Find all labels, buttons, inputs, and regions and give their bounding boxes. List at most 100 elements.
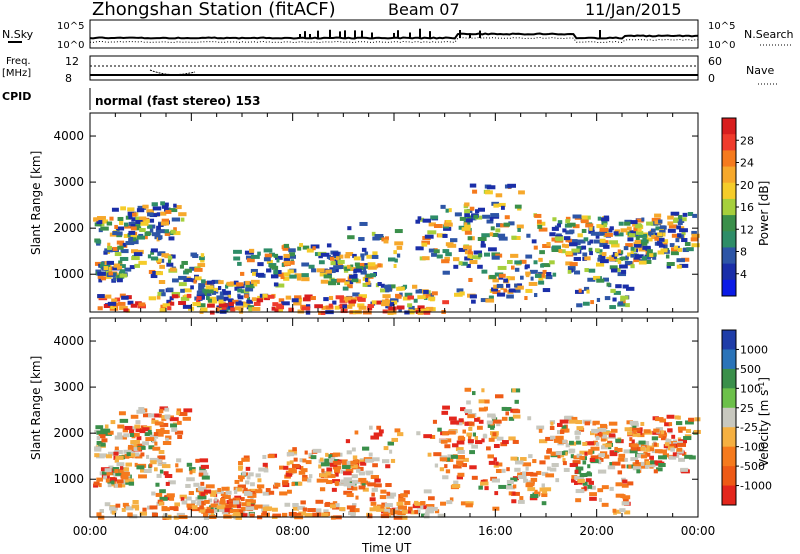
data-cell: [312, 512, 319, 517]
data-cell: [129, 429, 135, 434]
data-cell: [677, 415, 681, 420]
data-cell: [445, 219, 452, 224]
data-cell: [286, 461, 290, 466]
data-cell: [266, 294, 275, 299]
data-cell: [469, 465, 477, 470]
data-cell: [154, 421, 164, 426]
data-cell: [318, 464, 322, 469]
data-cell: [96, 454, 105, 459]
data-cell: [557, 454, 561, 459]
data-cell: [379, 495, 387, 500]
data-cell: [210, 492, 217, 497]
data-cell: [233, 256, 241, 261]
data-cell: [478, 485, 483, 490]
data-cell: [603, 244, 610, 249]
data-cell: [150, 248, 158, 253]
data-cell: [574, 469, 579, 474]
y-tick-label: 1000: [53, 267, 84, 281]
data-cell: [413, 298, 418, 303]
data-cell: [456, 288, 464, 293]
data-cell: [642, 237, 647, 242]
data-cell: [288, 449, 297, 454]
data-cell: [396, 245, 403, 250]
data-cell: [514, 399, 519, 404]
data-cell: [630, 446, 638, 451]
data-cell: [276, 258, 280, 263]
data-cell: [467, 439, 474, 444]
data-cell: [533, 245, 538, 250]
data-cell: [271, 306, 276, 311]
data-cell: [170, 229, 176, 234]
data-cell: [396, 501, 404, 506]
data-cell: [670, 447, 675, 452]
data-cell: [177, 434, 183, 439]
data-cell: [129, 432, 135, 437]
data-cell: [584, 451, 588, 456]
data-cell: [161, 464, 171, 469]
data-cell: [469, 260, 478, 265]
data-cell: [212, 279, 221, 284]
data-cell: [654, 236, 660, 241]
data-cell: [387, 257, 396, 262]
data-cell: [324, 458, 332, 463]
data-cell: [508, 416, 515, 421]
data-cell: [146, 454, 150, 459]
data-cell: [348, 482, 356, 487]
data-cell: [658, 449, 667, 454]
data-cell: [192, 302, 201, 307]
data-cell: [356, 262, 365, 267]
colorbar-swatch: [722, 466, 736, 487]
data-cell: [166, 493, 175, 498]
data-cell: [131, 235, 141, 240]
data-cell: [204, 289, 214, 294]
data-cell: [582, 481, 588, 486]
data-cell: [112, 246, 118, 251]
data-cell: [456, 475, 463, 480]
data-cell: [488, 295, 494, 300]
data-cell: [472, 432, 477, 437]
power-data: [93, 183, 700, 315]
data-cell: [128, 481, 135, 486]
data-cell: [473, 250, 483, 255]
data-cell: [630, 264, 635, 269]
data-cell: [335, 295, 344, 300]
data-cell: [381, 237, 388, 242]
data-cell: [207, 303, 215, 308]
data-cell: [94, 446, 101, 451]
data-cell: [538, 257, 543, 262]
data-cell: [171, 294, 179, 299]
data-cell: [586, 471, 591, 476]
data-cell: [613, 290, 621, 295]
data-cell: [563, 416, 569, 421]
data-cell: [598, 460, 602, 465]
data-cell: [159, 422, 169, 427]
data-cell: [103, 475, 108, 480]
data-cell: [402, 509, 408, 514]
data-cell: [508, 221, 515, 226]
data-cell: [230, 307, 236, 312]
data-cell: [178, 212, 187, 217]
data-cell: [439, 457, 448, 462]
data-cell: [321, 512, 329, 517]
data-cell: [526, 471, 534, 476]
data-cell: [180, 288, 185, 293]
data-cell: [153, 432, 159, 437]
data-cell: [148, 445, 155, 450]
data-cell: [447, 430, 456, 435]
data-cell: [485, 298, 495, 303]
data-cell: [119, 293, 126, 298]
data-cell: [632, 247, 637, 252]
data-cell: [442, 475, 449, 480]
data-cell: [344, 281, 350, 286]
data-cell: [498, 236, 508, 241]
data-cell: [367, 514, 373, 519]
data-cell: [583, 237, 589, 242]
data-cell: [358, 237, 365, 242]
data-cell: [617, 470, 623, 475]
x-tick-label: 08:00: [275, 524, 310, 538]
data-cell: [292, 447, 297, 452]
data-cell: [445, 208, 449, 213]
data-cell: [505, 411, 510, 416]
data-cell: [120, 264, 126, 269]
data-cell: [421, 240, 430, 245]
